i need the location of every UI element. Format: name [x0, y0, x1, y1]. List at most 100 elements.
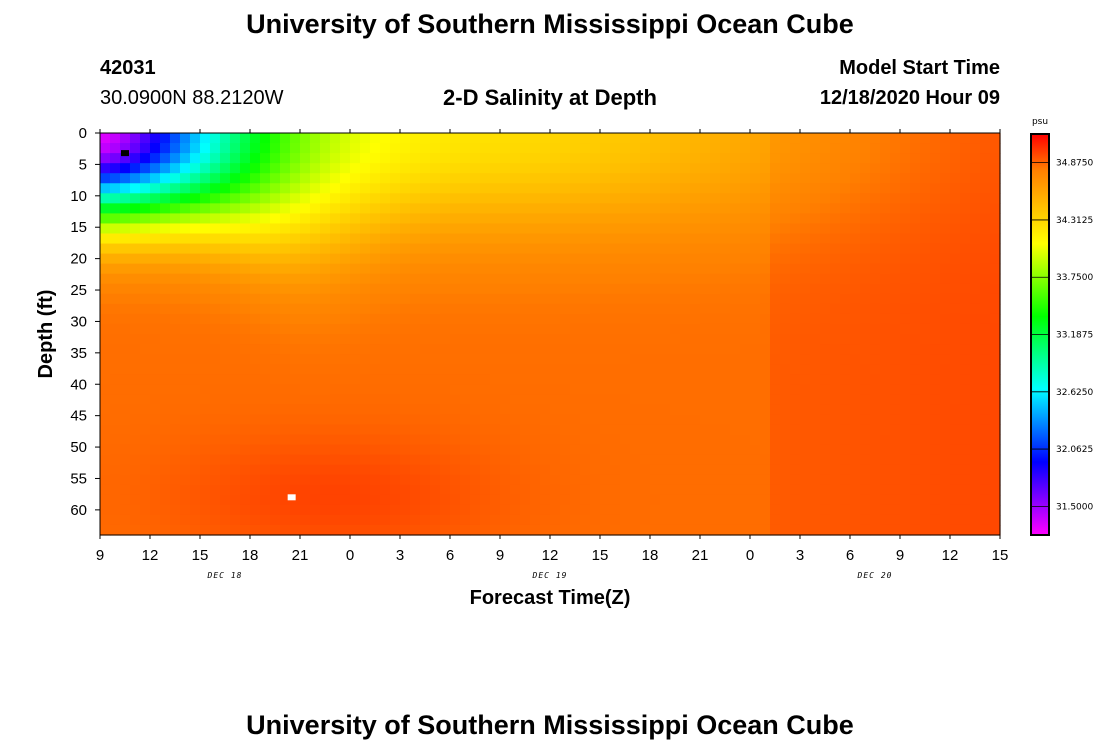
- heatmap-cell: [860, 173, 871, 184]
- heatmap-cell: [550, 504, 561, 516]
- heatmap-cell: [150, 133, 161, 144]
- heatmap-cell: [640, 514, 651, 526]
- heatmap-cell: [690, 404, 701, 415]
- heatmap-cell: [620, 344, 631, 355]
- heatmap-cell: [520, 233, 531, 245]
- heatmap-cell: [470, 384, 481, 395]
- heatmap-cell: [780, 293, 791, 305]
- heatmap-cell: [890, 223, 901, 235]
- heatmap-cell: [580, 293, 591, 305]
- heatmap-cell: [630, 384, 641, 395]
- heatmap-cell: [790, 323, 801, 335]
- heatmap-cell: [450, 404, 461, 415]
- heatmap-cell: [420, 354, 431, 365]
- heatmap-cell: [230, 213, 241, 225]
- heatmap-cell: [150, 243, 161, 255]
- heatmap-cell: [110, 273, 121, 285]
- heatmap-cell: [780, 263, 791, 275]
- heatmap-cell: [700, 133, 711, 144]
- heatmap-cell: [590, 464, 601, 476]
- heatmap-cell: [670, 354, 681, 365]
- heatmap-cell: [130, 394, 141, 405]
- heatmap-cell: [480, 424, 491, 436]
- heatmap-cell: [930, 233, 941, 245]
- heatmap-cell: [460, 454, 471, 466]
- heatmap-cell: [600, 273, 611, 285]
- heatmap-cell: [970, 354, 981, 365]
- heatmap-cell: [900, 374, 911, 385]
- heatmap-cell: [230, 203, 241, 214]
- heatmap-cell: [480, 273, 491, 285]
- heatmap-cell: [960, 193, 971, 204]
- heatmap-cell: [880, 163, 891, 174]
- heatmap-cell: [490, 313, 501, 325]
- heatmap-cell: [310, 354, 321, 365]
- heatmap-cell: [500, 494, 511, 506]
- heatmap-cell: [860, 273, 871, 285]
- heatmap-cell: [200, 133, 211, 144]
- heatmap-cell: [910, 253, 921, 265]
- heatmap-cell: [170, 263, 181, 275]
- colorbar: psu31.500032.062532.625033.187533.750034…: [1030, 117, 1093, 536]
- heatmap-cell: [490, 504, 501, 516]
- heatmap-cell: [390, 253, 401, 265]
- heatmap-cell: [170, 323, 181, 335]
- heatmap-cell: [550, 213, 561, 225]
- heatmap-cell: [140, 424, 151, 436]
- heatmap-cell: [610, 494, 621, 506]
- heatmap-cell: [270, 283, 281, 295]
- heatmap-cell: [540, 193, 551, 204]
- heatmap-cell: [720, 223, 731, 235]
- heatmap-cell: [610, 313, 621, 325]
- heatmap-cell: [200, 283, 211, 295]
- heatmap-cell: [660, 344, 671, 355]
- heatmap-cell: [390, 494, 401, 506]
- heatmap-cell: [470, 484, 481, 496]
- heatmap-cell: [350, 173, 361, 184]
- heatmap-cell: [450, 484, 461, 496]
- heatmap-cell: [590, 193, 601, 204]
- heatmap-cell: [560, 323, 571, 335]
- heatmap-cell: [140, 394, 151, 405]
- heatmap-cell: [370, 233, 381, 245]
- heatmap-cell: [610, 524, 621, 536]
- heatmap-cell: [730, 494, 741, 506]
- heatmap-cell: [170, 203, 181, 214]
- heatmap-cell: [800, 464, 811, 476]
- heatmap-cell: [500, 323, 511, 335]
- heatmap-cell: [880, 514, 891, 526]
- heatmap-cell: [100, 394, 111, 405]
- heatmap-cell: [670, 173, 681, 184]
- heatmap-cell: [760, 193, 771, 204]
- heatmap-cell: [470, 414, 481, 426]
- heatmap-cell: [880, 143, 891, 154]
- heatmap-cell: [640, 303, 651, 315]
- heatmap-cell: [990, 484, 1001, 496]
- heatmap-cell: [850, 344, 861, 355]
- heatmap-cell: [310, 133, 321, 144]
- heatmap-cell: [630, 334, 641, 345]
- heatmap-cell: [670, 344, 681, 355]
- heatmap-cell: [330, 504, 341, 516]
- heatmap-cell: [940, 213, 951, 225]
- heatmap-cell: [410, 313, 421, 325]
- heatmap-cell: [460, 243, 471, 255]
- heatmap-cell: [430, 203, 441, 214]
- heatmap-cell: [500, 454, 511, 466]
- x-tick-label: 3: [396, 547, 404, 564]
- heatmap-cell: [180, 263, 191, 275]
- heatmap-cell: [450, 253, 461, 265]
- heatmap-cell: [840, 344, 851, 355]
- heatmap-cell: [170, 253, 181, 265]
- heatmap-cell: [220, 394, 231, 405]
- heatmap-cell: [520, 293, 531, 305]
- heatmap-cell: [940, 203, 951, 214]
- heatmap-cell: [970, 143, 981, 154]
- heatmap-cell: [500, 384, 511, 395]
- heatmap-cell: [200, 183, 211, 194]
- heatmap-cell: [720, 293, 731, 305]
- heatmap-cell: [490, 213, 501, 225]
- x-day-label: DEC 20: [857, 571, 893, 580]
- heatmap-cell: [150, 464, 161, 476]
- heatmap-cell: [800, 474, 811, 486]
